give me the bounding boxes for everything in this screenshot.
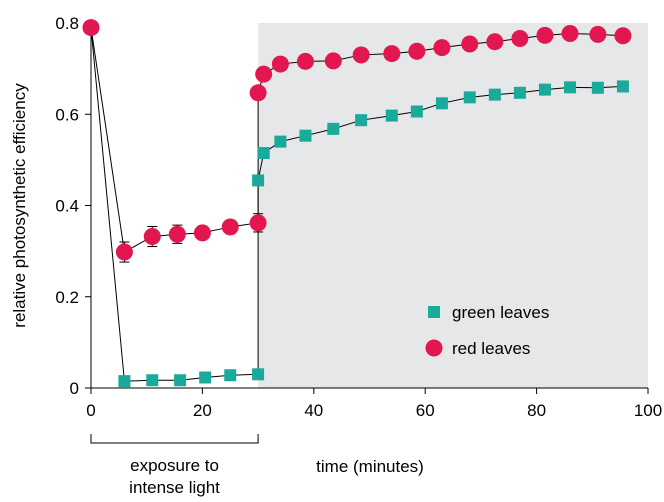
x-tick-label: 40 xyxy=(304,401,323,420)
data-point-green-leaves xyxy=(355,114,368,127)
data-point-green-leaves xyxy=(274,135,287,148)
data-point-red-leaves xyxy=(461,35,479,53)
data-point-green-leaves xyxy=(616,80,629,93)
legend-marker-red-leaves xyxy=(425,339,443,357)
data-point-green-leaves xyxy=(463,91,476,104)
data-point-red-leaves xyxy=(249,84,267,102)
y-tick-label: 0 xyxy=(70,379,79,398)
legend-marker-green-leaves xyxy=(428,306,440,318)
data-point-green-leaves xyxy=(410,105,423,118)
data-point-green-leaves xyxy=(252,368,265,381)
x-axis-label: time (minutes) xyxy=(316,457,424,476)
data-point-green-leaves xyxy=(591,81,604,94)
data-point-red-leaves xyxy=(168,225,186,243)
data-point-green-leaves xyxy=(257,147,270,160)
ticks-layer: 0 20 40 60 80 100 0 0.2 0.4 0.6 0.8 xyxy=(55,14,662,420)
x-tick-label: 0 xyxy=(86,401,95,420)
annotation-text-line1: exposure to xyxy=(130,456,219,475)
shaded-region-layer xyxy=(258,23,648,388)
x-tick-label: 60 xyxy=(416,401,435,420)
data-point-red-leaves xyxy=(324,52,342,70)
data-point-red-leaves xyxy=(561,24,579,42)
data-point-red-leaves xyxy=(433,39,451,57)
data-point-red-leaves xyxy=(249,214,267,232)
y-tick-label: 0.2 xyxy=(55,288,79,307)
data-point-green-leaves xyxy=(252,174,265,187)
markers-layer xyxy=(82,19,632,388)
data-point-green-leaves xyxy=(199,371,212,384)
data-point-red-leaves xyxy=(383,45,401,63)
data-point-red-leaves xyxy=(82,19,100,37)
data-point-red-leaves xyxy=(536,26,554,44)
data-point-red-leaves xyxy=(193,224,211,242)
y-tick-label: 0.6 xyxy=(55,105,79,124)
data-point-green-leaves xyxy=(299,129,312,142)
data-point-red-leaves xyxy=(271,55,289,73)
x-tick-label: 100 xyxy=(634,401,662,420)
legend-label-green-leaves: green leaves xyxy=(452,303,549,322)
y-tick-label: 0.8 xyxy=(55,14,79,33)
data-point-green-leaves xyxy=(224,369,237,382)
data-point-green-leaves xyxy=(174,374,187,387)
data-point-green-leaves xyxy=(146,374,159,387)
x-tick-label: 20 xyxy=(193,401,212,420)
exposure-annotation: exposure to intense light xyxy=(90,434,259,497)
error-bars-layer xyxy=(119,213,264,263)
data-point-green-leaves xyxy=(488,88,501,101)
annotation-bracket xyxy=(90,434,259,444)
y-axis-label: relative photosynthetic efficiency xyxy=(10,83,29,328)
data-point-green-leaves xyxy=(118,375,131,388)
data-point-red-leaves xyxy=(589,25,607,43)
data-point-red-leaves xyxy=(408,42,426,60)
data-point-green-leaves xyxy=(327,122,340,135)
data-point-green-leaves xyxy=(513,86,526,99)
data-point-green-leaves xyxy=(538,83,551,96)
data-point-red-leaves xyxy=(486,33,504,51)
x-tick-label: 80 xyxy=(527,401,546,420)
data-point-red-leaves xyxy=(255,65,273,83)
shaded-region xyxy=(258,23,648,388)
data-point-red-leaves xyxy=(115,243,133,261)
data-point-red-leaves xyxy=(614,27,632,45)
data-point-red-leaves xyxy=(143,228,161,246)
data-point-red-leaves xyxy=(352,46,370,64)
data-point-green-leaves xyxy=(435,97,448,110)
data-point-red-leaves xyxy=(221,218,239,236)
y-tick-label: 0.4 xyxy=(55,197,79,216)
data-point-green-leaves xyxy=(385,109,398,122)
data-point-red-leaves xyxy=(296,52,314,70)
data-point-green-leaves xyxy=(564,81,577,94)
annotation-text-line2: intense light xyxy=(129,478,220,497)
legend-label-red-leaves: red leaves xyxy=(452,339,530,358)
legend: green leaves red leaves xyxy=(425,303,549,358)
data-point-red-leaves xyxy=(511,30,529,48)
